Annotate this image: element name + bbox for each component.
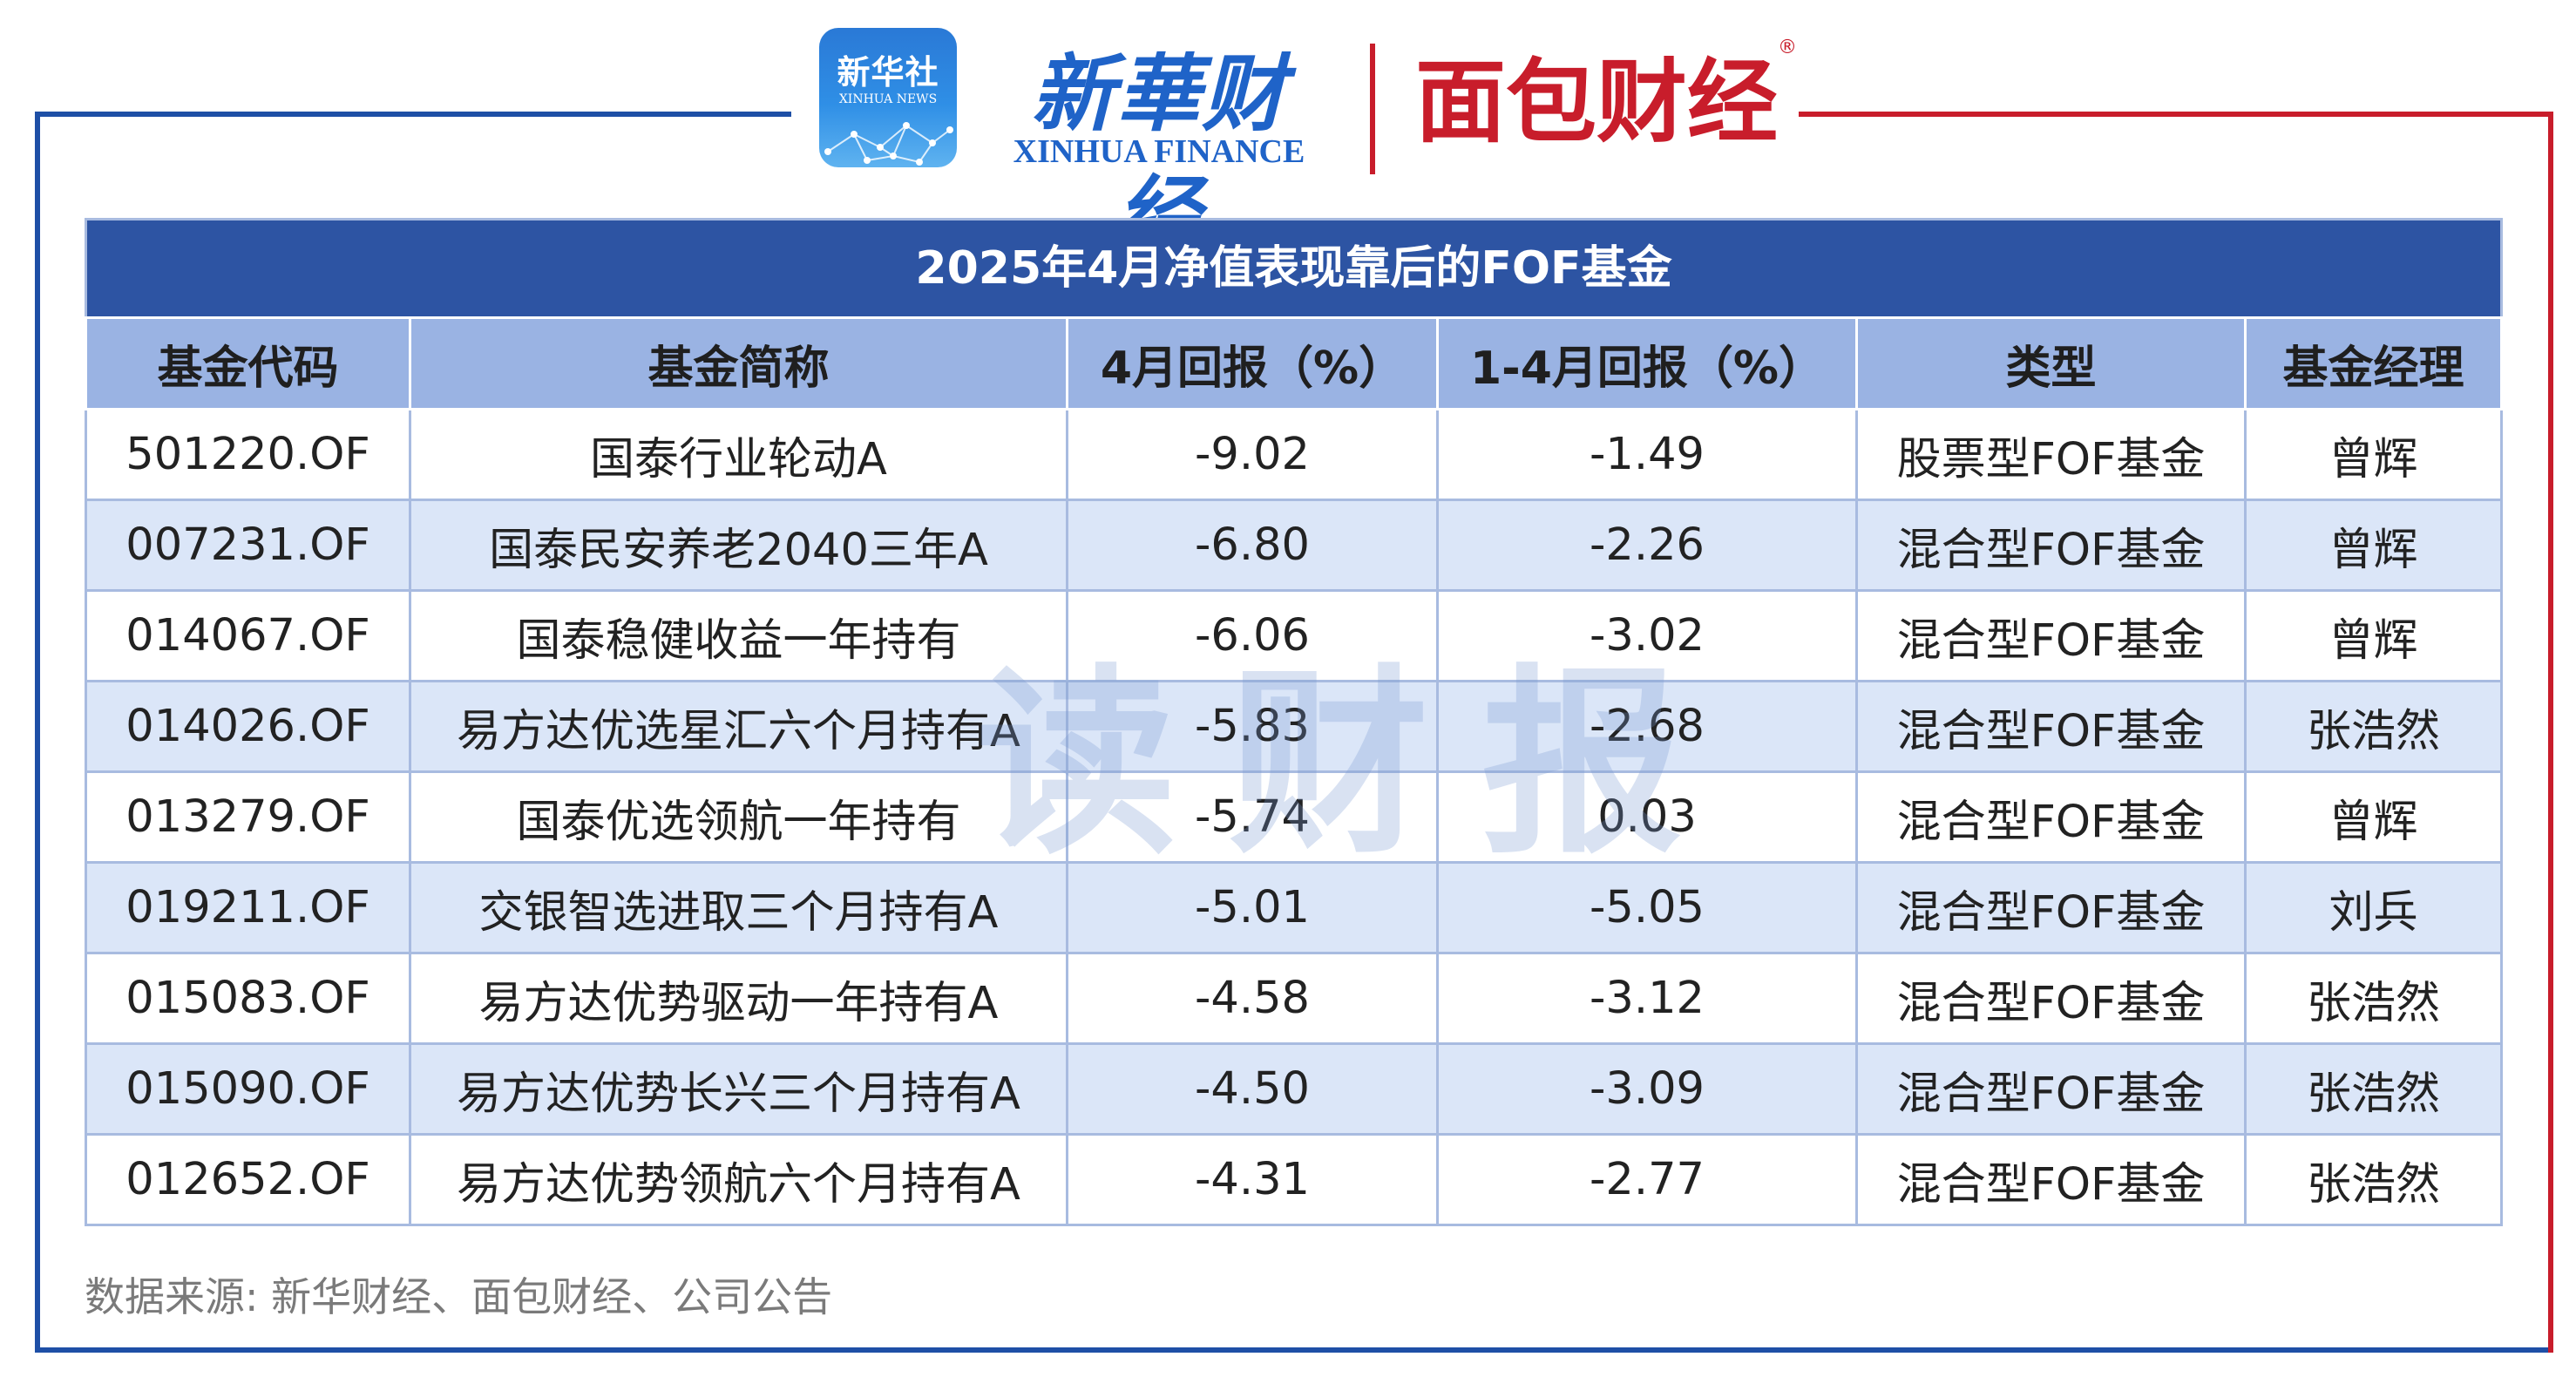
ytd-return-cell: -3.09 [1436, 1042, 1858, 1136]
april-return-cell: -4.58 [1066, 952, 1439, 1045]
ytd-return-cell: -1.49 [1436, 408, 1858, 501]
fund-code-cell: 501220.OF [85, 408, 411, 501]
table-row: 007231.OF 国泰民安养老2040三年A -6.80 -2.26 混合型F… [85, 499, 2503, 592]
fund-type-cell: 混合型FOF基金 [1855, 1042, 2247, 1136]
april-return-cell: -5.74 [1066, 770, 1439, 864]
fund-name-cell: 易方达优势领航六个月持有A [409, 1133, 1068, 1226]
ytd-return-cell: -3.02 [1436, 589, 1858, 682]
fund-code-cell: 012652.OF [85, 1133, 411, 1226]
table-row: 013279.OF 国泰优选领航一年持有 -5.74 0.03 混合型FOF基金… [85, 770, 2503, 864]
fund-name-cell: 易方达优势长兴三个月持有A [409, 1042, 1068, 1136]
fund-manager-cell: 曾辉 [2244, 589, 2503, 682]
table-row: 019211.OF 交银智选进取三个月持有A -5.01 -5.05 混合型FO… [85, 861, 2503, 954]
table-row: 501220.OF 国泰行业轮动A -9.02 -1.49 股票型FOF基金 曾… [85, 408, 2503, 501]
fund-type-cell: 混合型FOF基金 [1855, 770, 2247, 864]
ytd-return-cell: -3.12 [1436, 952, 1858, 1045]
column-header: 基金经理 [2244, 316, 2503, 410]
frame-top-right-red [1799, 112, 2553, 117]
logo-divider [1370, 44, 1375, 174]
fund-type-cell: 混合型FOF基金 [1855, 952, 2247, 1045]
fund-name-cell: 交银智选进取三个月持有A [409, 861, 1068, 954]
fund-type-cell: 混合型FOF基金 [1855, 680, 2247, 773]
frame-bottom-blue [35, 1347, 2553, 1353]
network-graphic-icon [824, 122, 953, 166]
column-header: 基金代码 [85, 316, 411, 410]
fund-code-cell: 014067.OF [85, 589, 411, 682]
fund-code-cell: 007231.OF [85, 499, 411, 592]
fund-table-container: 2025年4月净值表现靠后的FOF基金 基金代码 基金简称 4月回报（%） 1-… [85, 218, 2503, 1226]
mianbao-finance-logo: 面包财经 [1415, 49, 1779, 155]
fund-manager-cell: 曾辉 [2244, 408, 2503, 501]
ytd-return-cell: 0.03 [1436, 770, 1858, 864]
fund-manager-cell: 张浩然 [2244, 1133, 2503, 1226]
column-header: 基金简称 [409, 316, 1068, 410]
logo-header: 新华社 XINHUA NEWS 新華财经 XINHUA FINANCE 面包财经… [819, 19, 1797, 264]
source-note: 数据来源: 新华财经、面包财经、公司公告 [85, 1273, 833, 1320]
april-return-cell: -5.01 [1066, 861, 1439, 954]
ytd-return-cell: -2.77 [1436, 1133, 1858, 1226]
fund-type-cell: 混合型FOF基金 [1855, 589, 2247, 682]
frame-right-red [2548, 112, 2553, 1353]
fund-manager-cell: 曾辉 [2244, 499, 2503, 592]
frame-top-left-blue [35, 112, 791, 117]
fund-name-cell: 国泰稳健收益一年持有 [409, 589, 1068, 682]
table-title: 2025年4月净值表现靠后的FOF基金 [85, 218, 2503, 316]
xinhua-finance-logo: 新華财经 XINHUA FINANCE [993, 19, 1325, 264]
fund-name-cell: 易方达优选星汇六个月持有A [409, 680, 1068, 773]
april-return-cell: -4.50 [1066, 1042, 1439, 1136]
xinhua-news-logo-icon: 新华社 XINHUA NEWS [819, 28, 957, 167]
table-row: 015083.OF 易方达优势驱动一年持有A -4.58 -3.12 混合型FO… [85, 952, 2503, 1045]
fund-manager-cell: 曾辉 [2244, 770, 2503, 864]
fund-code-cell: 015083.OF [85, 952, 411, 1045]
table-row: 015090.OF 易方达优势长兴三个月持有A -4.50 -3.09 混合型F… [85, 1042, 2503, 1136]
xinhua-icon-text: 新华社 [837, 53, 939, 92]
april-return-cell: -4.31 [1066, 1133, 1439, 1226]
fund-name-cell: 易方达优势驱动一年持有A [409, 952, 1068, 1045]
april-return-cell: -9.02 [1066, 408, 1439, 501]
fund-name-cell: 国泰行业轮动A [409, 408, 1068, 501]
fund-manager-cell: 张浩然 [2244, 680, 2503, 773]
registered-mark: ® [1778, 37, 1797, 58]
april-return-cell: -6.06 [1066, 589, 1439, 682]
table-row: 014067.OF 国泰稳健收益一年持有 -6.06 -3.02 混合型FOF基… [85, 589, 2503, 682]
fund-code-cell: 013279.OF [85, 770, 411, 864]
column-header: 类型 [1855, 316, 2247, 410]
fund-table: 2025年4月净值表现靠后的FOF基金 基金代码 基金简称 4月回报（%） 1-… [85, 218, 2503, 1226]
fund-code-cell: 019211.OF [85, 861, 411, 954]
fund-code-cell: 015090.OF [85, 1042, 411, 1136]
table-row: 014026.OF 易方达优选星汇六个月持有A -5.83 -2.68 混合型F… [85, 680, 2503, 773]
fund-type-cell: 股票型FOF基金 [1855, 408, 2247, 501]
fund-name-cell: 国泰民安养老2040三年A [409, 499, 1068, 592]
column-header: 1-4月回报（%） [1436, 316, 1858, 410]
fund-type-cell: 混合型FOF基金 [1855, 1133, 2247, 1226]
fund-manager-cell: 张浩然 [2244, 1042, 2503, 1136]
fund-type-cell: 混合型FOF基金 [1855, 861, 2247, 954]
table-row: 012652.OF 易方达优势领航六个月持有A -4.31 -2.77 混合型F… [85, 1133, 2503, 1226]
fund-name-cell: 国泰优选领航一年持有 [409, 770, 1068, 864]
ytd-return-cell: -2.26 [1436, 499, 1858, 592]
table-header-row: 基金代码 基金简称 4月回报（%） 1-4月回报（%） 类型 基金经理 [85, 316, 2503, 410]
column-header: 4月回报（%） [1066, 316, 1439, 410]
table-body: 501220.OF 国泰行业轮动A -9.02 -1.49 股票型FOF基金 曾… [85, 408, 2503, 1226]
fund-code-cell: 014026.OF [85, 680, 411, 773]
fund-manager-cell: 刘兵 [2244, 861, 2503, 954]
ytd-return-cell: -5.05 [1436, 861, 1858, 954]
april-return-cell: -5.83 [1066, 680, 1439, 773]
ytd-return-cell: -2.68 [1436, 680, 1858, 773]
xinhua-finance-cn: 新華财经 [1031, 44, 1287, 264]
xinhua-finance-en: XINHUA FINANCE [1013, 133, 1305, 170]
fund-type-cell: 混合型FOF基金 [1855, 499, 2247, 592]
frame-left-blue [35, 112, 40, 1353]
april-return-cell: -6.80 [1066, 499, 1439, 592]
xinhua-icon-subtext: XINHUA NEWS [838, 92, 938, 106]
fund-manager-cell: 张浩然 [2244, 952, 2503, 1045]
